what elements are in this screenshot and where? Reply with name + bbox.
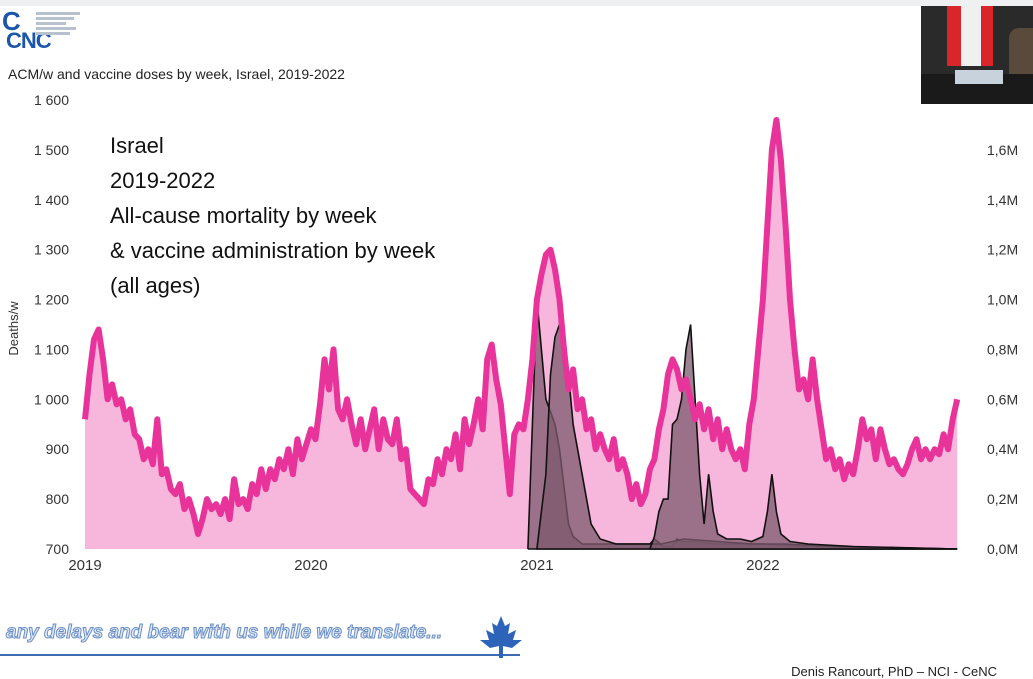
y-tick-label: 1 500 — [34, 142, 69, 158]
flag-stripe — [961, 6, 981, 66]
y-tick-label: 1 000 — [34, 391, 69, 407]
y-axis-label: Deaths/w — [6, 301, 21, 356]
y-tick-label: 1 200 — [34, 292, 69, 308]
y2-tick-label: 0,6M — [987, 391, 1018, 407]
presenter-credit: Denis Rancourt, PhD – NCI - CeNC — [791, 664, 997, 679]
y-tick-label: 700 — [46, 541, 70, 557]
series-mortality-line — [82, 117, 961, 537]
flag-stripe — [981, 6, 993, 66]
annotation-line: (all ages) — [110, 273, 201, 298]
x-tick-label: 2019 — [68, 557, 101, 574]
y-tick-label: 1 100 — [34, 341, 69, 357]
y-tick-label: 1 600 — [34, 92, 69, 108]
logo-mark-c: C — [2, 6, 21, 36]
y2-tick-label: 0,2M — [987, 491, 1018, 507]
series-dose-3-area — [649, 324, 958, 550]
y2-tick-label: 1,0M — [987, 292, 1018, 308]
x-tick-label: 2022 — [746, 557, 779, 574]
y2-tick-label: 0,0M — [987, 541, 1018, 557]
y2-tick-label: 0,8M — [987, 341, 1018, 357]
chart-annotation: Israel 2019-2022 All-cause mortality by … — [110, 128, 435, 303]
y2-tick-label: 1,6M — [987, 142, 1018, 158]
org-logo: C CNC — [0, 6, 90, 54]
y-tick-label: 900 — [46, 441, 70, 457]
top-strip — [0, 0, 1033, 6]
annotation-line: 2019-2022 — [110, 168, 216, 193]
logo-text-bars — [36, 10, 86, 37]
x-tick-label: 2021 — [520, 557, 553, 574]
maple-leaf-icon — [480, 616, 522, 658]
annotation-line: All-cause mortality by week — [110, 203, 377, 228]
annotation-line: & vaccine administration by week — [110, 238, 436, 263]
annotation-line: Israel — [110, 133, 164, 158]
y2-tick-label: 1,2M — [987, 242, 1018, 258]
speaker-figure — [1009, 28, 1033, 78]
banner-underline — [0, 654, 520, 656]
y-tick-label: 800 — [46, 491, 70, 507]
desk-screen — [955, 70, 1003, 84]
video-thumbnail[interactable] — [921, 6, 1033, 104]
y-tick-label: 1 300 — [34, 242, 69, 258]
y2-tick-label: 0,4M — [987, 441, 1018, 457]
x-tick-label: 2020 — [294, 557, 327, 574]
chart-title: ACM/w and vaccine doses by week, Israel,… — [8, 66, 345, 82]
flag-stripe — [947, 6, 961, 66]
y-tick-label: 1 400 — [34, 192, 69, 208]
y2-tick-label: 1,4M — [987, 192, 1018, 208]
series-mortality-area — [85, 120, 958, 549]
translation-banner: any delays and bear with us while we tra… — [5, 622, 443, 644]
